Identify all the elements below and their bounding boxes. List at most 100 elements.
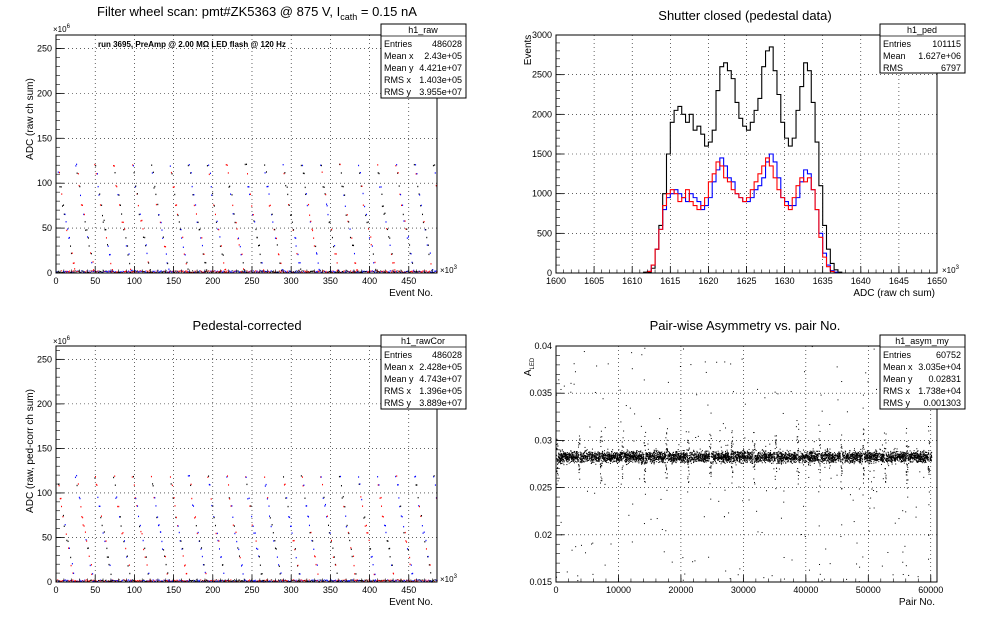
data-point [163, 245, 165, 248]
data-point [700, 456, 702, 458]
data-point [691, 457, 693, 459]
data-point [232, 516, 234, 518]
data-point [576, 452, 578, 454]
data-point [241, 253, 243, 255]
data-point [421, 579, 423, 581]
data-point [153, 496, 155, 499]
x-tick-label: 150 [166, 276, 181, 286]
data-point [119, 580, 121, 582]
data-point [156, 579, 158, 581]
data-point [844, 457, 846, 459]
data-point [644, 462, 646, 464]
data-point [197, 579, 199, 581]
data-point [82, 270, 84, 272]
data-point [229, 185, 231, 188]
data-point [841, 470, 843, 472]
data-point [319, 269, 321, 271]
data-point [288, 204, 290, 206]
data-point [272, 271, 274, 273]
data-point [87, 271, 89, 273]
data-point [769, 458, 771, 460]
data-point [94, 270, 96, 272]
data-point [559, 454, 561, 456]
x-tick-label: 200 [205, 585, 220, 595]
data-point [255, 580, 257, 582]
data-point [917, 453, 919, 455]
data-point [249, 271, 251, 273]
data-point [315, 252, 317, 254]
data-point [227, 172, 229, 174]
data-point [223, 580, 225, 582]
data-point [280, 579, 282, 581]
data-point [87, 547, 89, 550]
data-point [147, 580, 149, 582]
data-point [334, 244, 336, 247]
data-point [400, 515, 402, 517]
data-point [106, 556, 108, 558]
data-point [875, 450, 877, 452]
data-point [78, 270, 80, 272]
data-point [418, 505, 420, 508]
data-point [212, 580, 214, 582]
data-point [582, 455, 584, 457]
data-point [285, 271, 287, 273]
data-point [840, 447, 842, 449]
data-point [129, 271, 131, 273]
data-point [381, 515, 383, 518]
data-point [863, 453, 865, 455]
data-point [98, 579, 100, 581]
stats-label: RMS y [384, 87, 412, 97]
data-point [228, 497, 230, 499]
data-point [195, 213, 197, 215]
data-point [101, 214, 103, 217]
data-point [256, 580, 258, 582]
data-point [254, 580, 256, 582]
data-point [802, 460, 804, 462]
data-point [745, 455, 747, 457]
data-point [382, 579, 384, 581]
data-point [762, 458, 764, 460]
data-point [174, 580, 176, 582]
data-point [758, 454, 760, 456]
data-point [644, 435, 646, 437]
data-point [874, 453, 876, 455]
data-point [270, 270, 272, 272]
data-point [425, 548, 427, 550]
data-point [151, 164, 153, 166]
data-point [862, 434, 864, 436]
stats-label: Entries [883, 39, 912, 49]
data-point [336, 262, 338, 264]
data-point [847, 461, 849, 463]
data-point [417, 580, 419, 582]
data-point [262, 270, 264, 272]
data-point [706, 455, 708, 457]
data-point [915, 453, 917, 455]
data-point [64, 579, 66, 581]
data-point [886, 461, 888, 463]
data-point [802, 454, 804, 456]
data-point [121, 579, 123, 581]
stats-label: RMS x [384, 75, 412, 85]
data-point [66, 271, 68, 273]
data-point [840, 459, 842, 461]
data-point [427, 244, 429, 246]
data-point [560, 454, 562, 456]
data-point [887, 457, 889, 459]
data-point [299, 580, 301, 582]
data-point [419, 580, 421, 582]
data-point [176, 204, 178, 206]
data-point [653, 458, 655, 460]
data-point [235, 270, 237, 272]
data-point [86, 270, 88, 272]
data-point [881, 454, 883, 456]
data-point [83, 271, 85, 273]
data-point [644, 457, 646, 459]
data-point [207, 271, 209, 273]
data-point [167, 271, 169, 273]
data-point [413, 269, 415, 272]
data-point [240, 270, 242, 272]
data-point [226, 164, 228, 166]
data-point [430, 263, 432, 265]
data-point [82, 516, 84, 519]
data-point [579, 442, 581, 444]
